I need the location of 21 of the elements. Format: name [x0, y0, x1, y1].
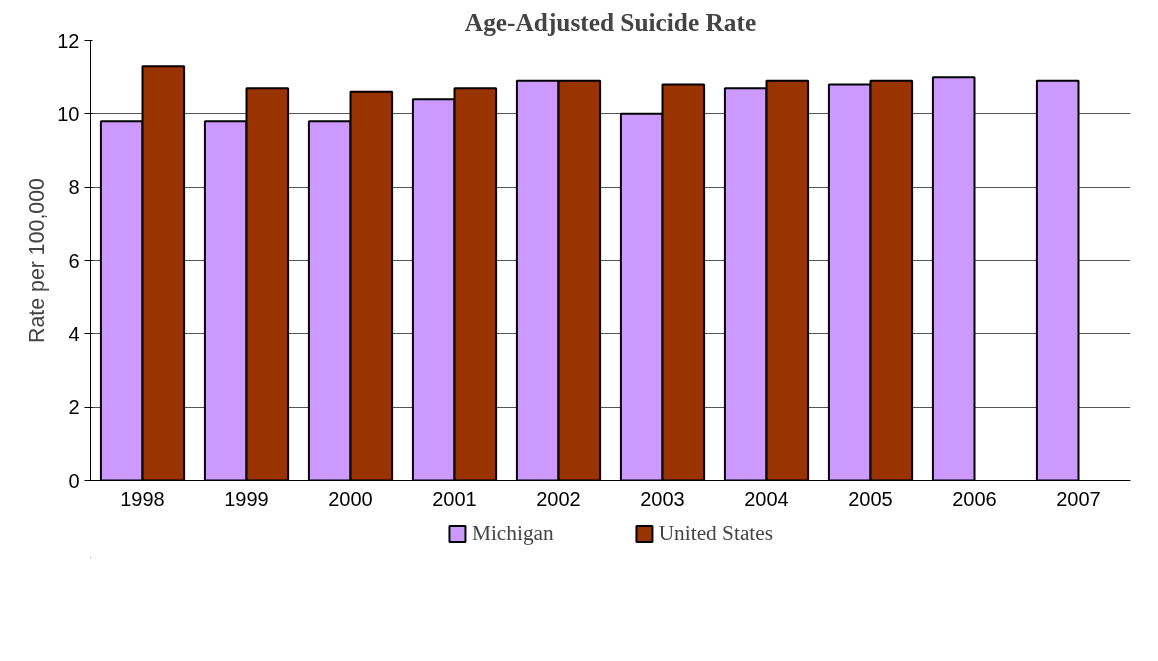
y-tick-label: 0: [68, 469, 80, 492]
x-tick-label: 2004: [744, 487, 789, 510]
y-axis-title: Rate per 100,000: [25, 177, 50, 343]
y-tick-label: 12: [57, 29, 80, 52]
legend-label: Michigan: [471, 520, 554, 546]
x-tick-label: 2006: [952, 487, 997, 510]
y-tick-label: 10: [57, 102, 80, 125]
y-tick-label: 8: [68, 176, 80, 199]
x-tick-label: 2000: [328, 487, 373, 510]
legend-label: United States: [658, 520, 774, 546]
x-tick-label: 1999: [224, 487, 269, 510]
chart-title: Age-Adjusted Suicide Rate: [464, 7, 757, 36]
x-tick-label: 1998: [120, 487, 165, 510]
y-tick-label: 6: [68, 249, 80, 272]
x-tick-label: 2007: [1056, 487, 1101, 510]
x-tick-label: 2003: [640, 487, 685, 510]
x-tick-label: 2001: [432, 487, 477, 510]
x-tick-label: 2005: [848, 487, 893, 510]
x-tick-label: 2002: [536, 487, 581, 510]
y-tick-label: 4: [68, 322, 80, 345]
y-tick-label: 2: [68, 396, 80, 419]
